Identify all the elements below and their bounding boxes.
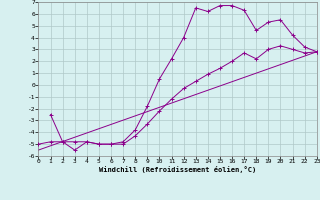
X-axis label: Windchill (Refroidissement éolien,°C): Windchill (Refroidissement éolien,°C): [99, 166, 256, 173]
